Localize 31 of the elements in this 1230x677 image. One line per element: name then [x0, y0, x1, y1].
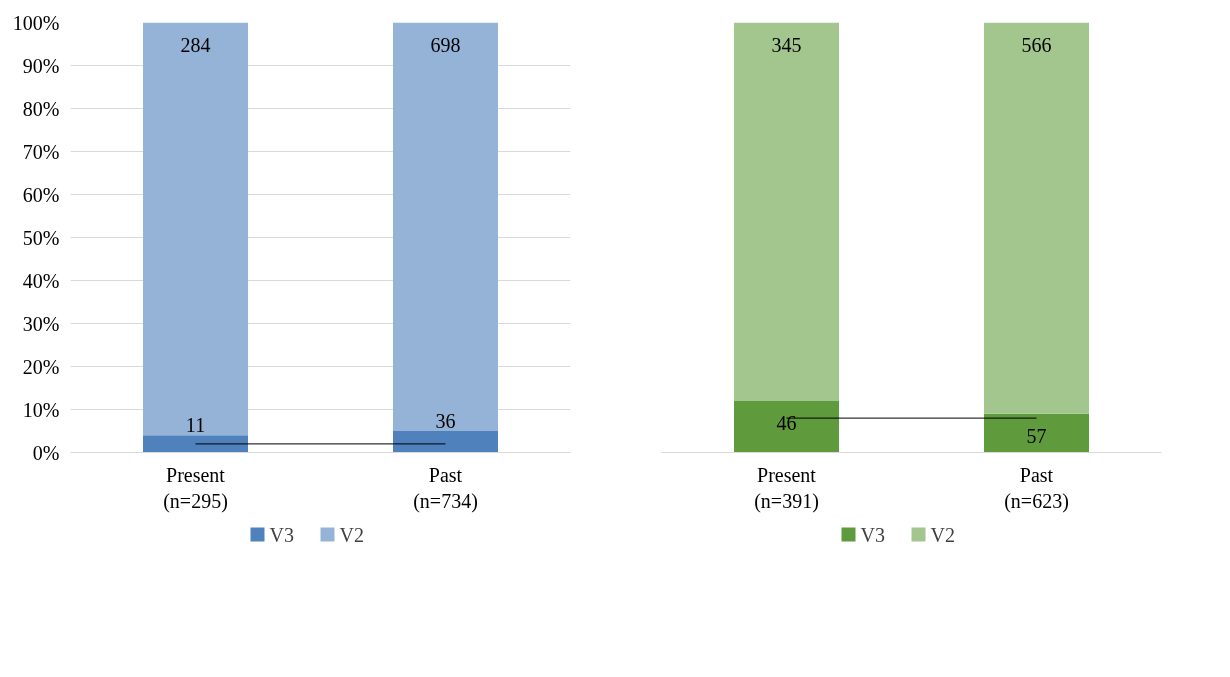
y-tick-label: 50% [22, 226, 60, 249]
annotation: 345 [771, 33, 802, 56]
annotation: 36 [435, 410, 456, 432]
x-tick-label: Present (n=295) [163, 463, 228, 513]
annotation: 57 [1026, 424, 1047, 447]
annotation: 698 [430, 33, 461, 56]
annotation: 11 [185, 414, 206, 437]
x-tick-label: Past (n=734) [413, 463, 478, 513]
annotation: 284 [180, 33, 211, 56]
y-tick-label: 80% [22, 97, 60, 120]
y-tick-label: 40% [22, 269, 60, 292]
bar [393, 22, 498, 431]
y-tick-label: 10% [22, 398, 60, 421]
x-tick-label: Present (n=391) [754, 463, 819, 513]
y-tick-label: 20% [22, 355, 60, 378]
annotation: 566 [1021, 33, 1052, 56]
y-tick-label: 100% [12, 11, 60, 34]
bar [143, 22, 248, 436]
legend-label: V2 [930, 523, 955, 546]
y-tick-label: 30% [22, 312, 60, 335]
y-tick-label: 90% [22, 54, 60, 77]
bar [393, 431, 498, 453]
legend-label: V3 [860, 523, 885, 546]
legend-label: V2 [339, 523, 364, 546]
bar [143, 435, 248, 453]
annotation: 46 [776, 411, 797, 434]
legend-label: V3 [269, 523, 294, 546]
x-tick-label: Past (n=623) [1004, 463, 1069, 513]
y-tick-label: 0% [32, 441, 60, 464]
y-tick-label: 60% [22, 183, 60, 206]
y-tick-label: 70% [22, 140, 60, 163]
